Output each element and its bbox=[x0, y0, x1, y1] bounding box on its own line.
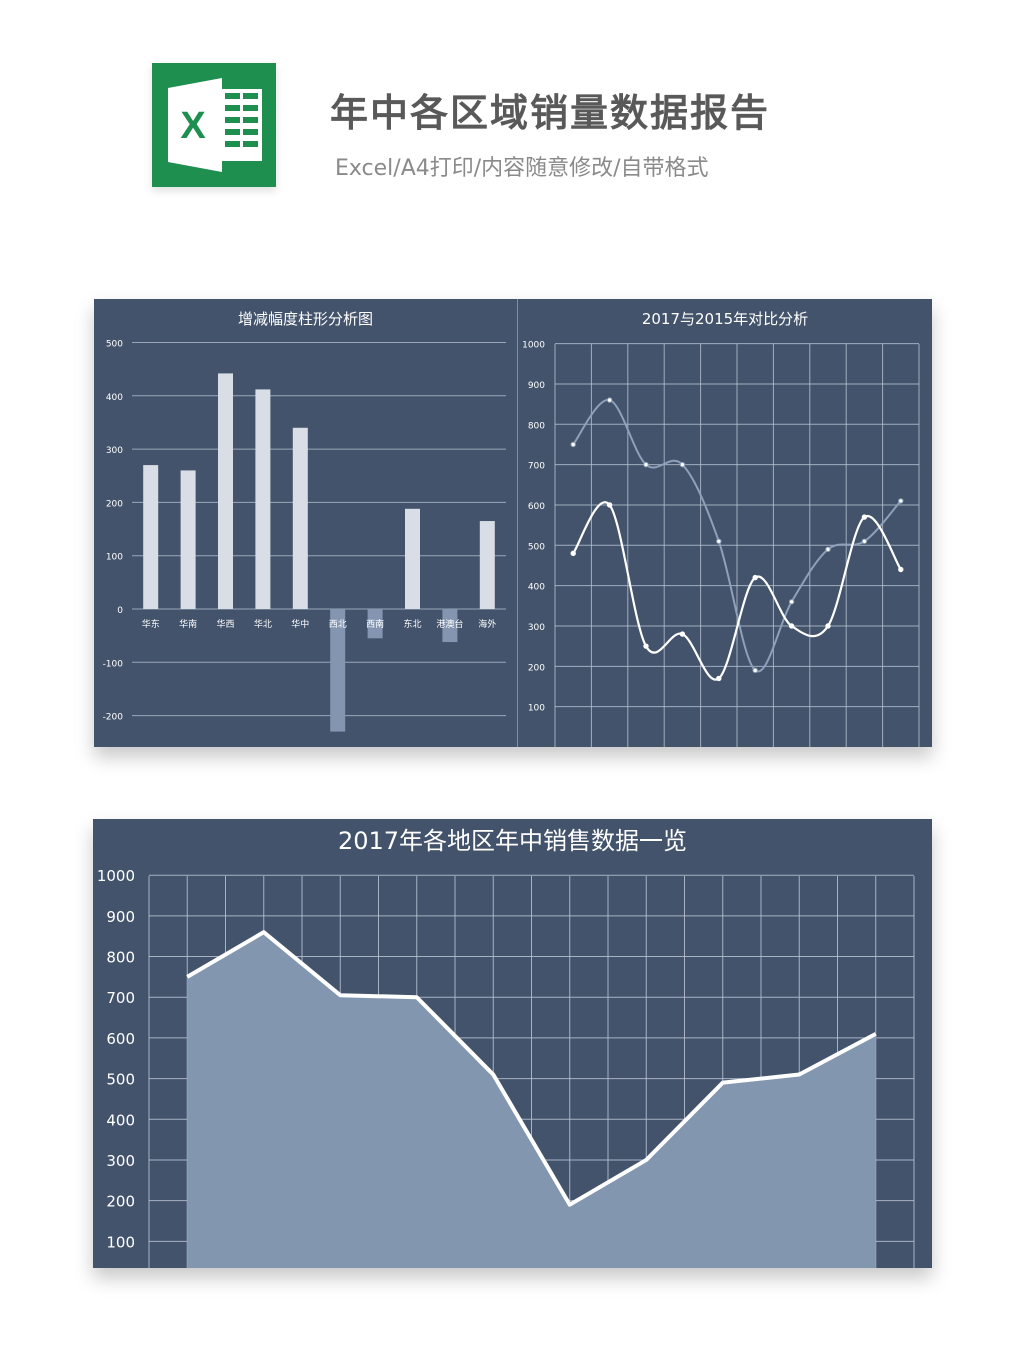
y-tick-label: 1000 bbox=[522, 341, 545, 351]
y-tick-label: -200 bbox=[103, 713, 124, 723]
data-point bbox=[825, 546, 831, 553]
bar bbox=[180, 470, 196, 609]
y-tick-label: 500 bbox=[106, 1071, 135, 1089]
y-tick-label: 300 bbox=[106, 1152, 135, 1170]
data-point bbox=[570, 441, 576, 448]
y-tick-label: 600 bbox=[106, 1030, 135, 1048]
area-chart-title: 2017年各地区年中销售数据一览 bbox=[337, 827, 688, 855]
data-point bbox=[898, 566, 904, 573]
series-line bbox=[572, 399, 902, 673]
area-fill bbox=[187, 932, 876, 1268]
y-tick-label: 400 bbox=[528, 583, 545, 593]
y-tick-label: 400 bbox=[106, 1111, 135, 1129]
data-point bbox=[752, 574, 758, 581]
bar bbox=[479, 521, 495, 609]
bar-chart-title: 增减幅度柱形分析图 bbox=[237, 310, 373, 328]
data-point bbox=[898, 498, 904, 504]
top-chart-panel: 增减幅度柱形分析图 2017与2015年对比分析 500 400 300 200 100… bbox=[94, 299, 932, 747]
bottom-chart-panel: 2017年各地区年中销售数据一览 1000 900 800 700 600 500 400 3… bbox=[93, 819, 932, 1268]
area-chart: 1000 900 800 700 600 500 400 300 200 100 bbox=[97, 867, 915, 1268]
y-tick-label: 800 bbox=[106, 949, 135, 967]
excel-icon: X bbox=[168, 78, 262, 172]
x-tick-label: 华北 bbox=[254, 618, 272, 630]
y-tick-label: 100 bbox=[528, 704, 545, 714]
y-tick-label: 0 bbox=[117, 606, 123, 616]
data-point bbox=[861, 538, 868, 544]
x-tick-label: 华东 bbox=[142, 618, 160, 630]
y-tick-label: 900 bbox=[106, 908, 135, 926]
line-chart-title: 2017与2015年对比分析 bbox=[641, 310, 809, 328]
y-tick-label: 700 bbox=[528, 462, 545, 472]
panel-divider bbox=[517, 299, 518, 747]
data-point bbox=[679, 631, 686, 637]
y-tick-label: 300 bbox=[106, 446, 123, 456]
data-point bbox=[570, 550, 576, 557]
x-tick-label: 海外 bbox=[478, 618, 496, 630]
y-tick-label: 300 bbox=[528, 623, 545, 633]
y-tick-label: 500 bbox=[528, 542, 545, 552]
data-point bbox=[788, 623, 795, 629]
x-tick-label: 西北 bbox=[329, 619, 347, 630]
y-tick-label: 100 bbox=[106, 553, 123, 563]
bar bbox=[330, 609, 346, 732]
data-point bbox=[861, 514, 868, 520]
y-tick-label: 200 bbox=[528, 663, 545, 673]
data-point bbox=[716, 675, 722, 682]
bar bbox=[143, 465, 159, 609]
bar bbox=[218, 373, 233, 609]
data-point bbox=[606, 502, 613, 508]
bar bbox=[442, 609, 458, 643]
y-tick-label: 200 bbox=[106, 499, 123, 509]
bar-chart: 500 400 300 200 100 0 -100 -200 华东 华南 华西 华北 华中 西北 西南 东北… bbox=[103, 340, 506, 732]
data-point bbox=[643, 461, 649, 468]
bar bbox=[255, 389, 271, 609]
bar bbox=[405, 508, 420, 609]
bar bbox=[367, 609, 383, 639]
y-tick-label: 1000 bbox=[97, 867, 135, 885]
series-line bbox=[572, 501, 902, 681]
y-tick-label: 900 bbox=[528, 381, 545, 391]
y-tick-label: 100 bbox=[106, 1233, 135, 1251]
page-subtitle: Excel/A4打印/内容随意修改/自带格式 bbox=[335, 156, 709, 181]
x-tick-label: 西南 bbox=[366, 618, 384, 630]
x-tick-label: 华南 bbox=[179, 618, 197, 630]
y-tick-label: 500 bbox=[106, 340, 123, 350]
data-point bbox=[752, 667, 758, 674]
data-point bbox=[825, 623, 831, 629]
x-tick-label: 华中 bbox=[291, 618, 309, 630]
x-tick-label: 华西 bbox=[216, 618, 234, 630]
bar bbox=[292, 427, 308, 609]
data-point bbox=[643, 643, 649, 649]
excel-logo: X bbox=[152, 63, 276, 187]
y-tick-label: -100 bbox=[103, 659, 124, 669]
logo-letter: X bbox=[180, 105, 206, 147]
line-chart: 1000 900 800 700 600 500 400 300 200 100 bbox=[522, 341, 920, 747]
x-tick-label: 港澳台 bbox=[436, 618, 463, 630]
y-tick-label: 200 bbox=[106, 1193, 135, 1211]
data-point bbox=[606, 397, 613, 403]
data-point bbox=[788, 599, 795, 605]
y-tick-label: 600 bbox=[528, 502, 545, 512]
x-tick-label: 东北 bbox=[403, 618, 421, 630]
y-tick-label: 800 bbox=[528, 421, 545, 431]
y-tick-label: 700 bbox=[106, 989, 135, 1007]
y-tick-label: 400 bbox=[106, 393, 123, 403]
data-point bbox=[679, 461, 686, 468]
data-point bbox=[716, 538, 722, 544]
page-title: 年中各区域销量数据报告 bbox=[330, 91, 771, 135]
area-line bbox=[186, 930, 877, 1207]
